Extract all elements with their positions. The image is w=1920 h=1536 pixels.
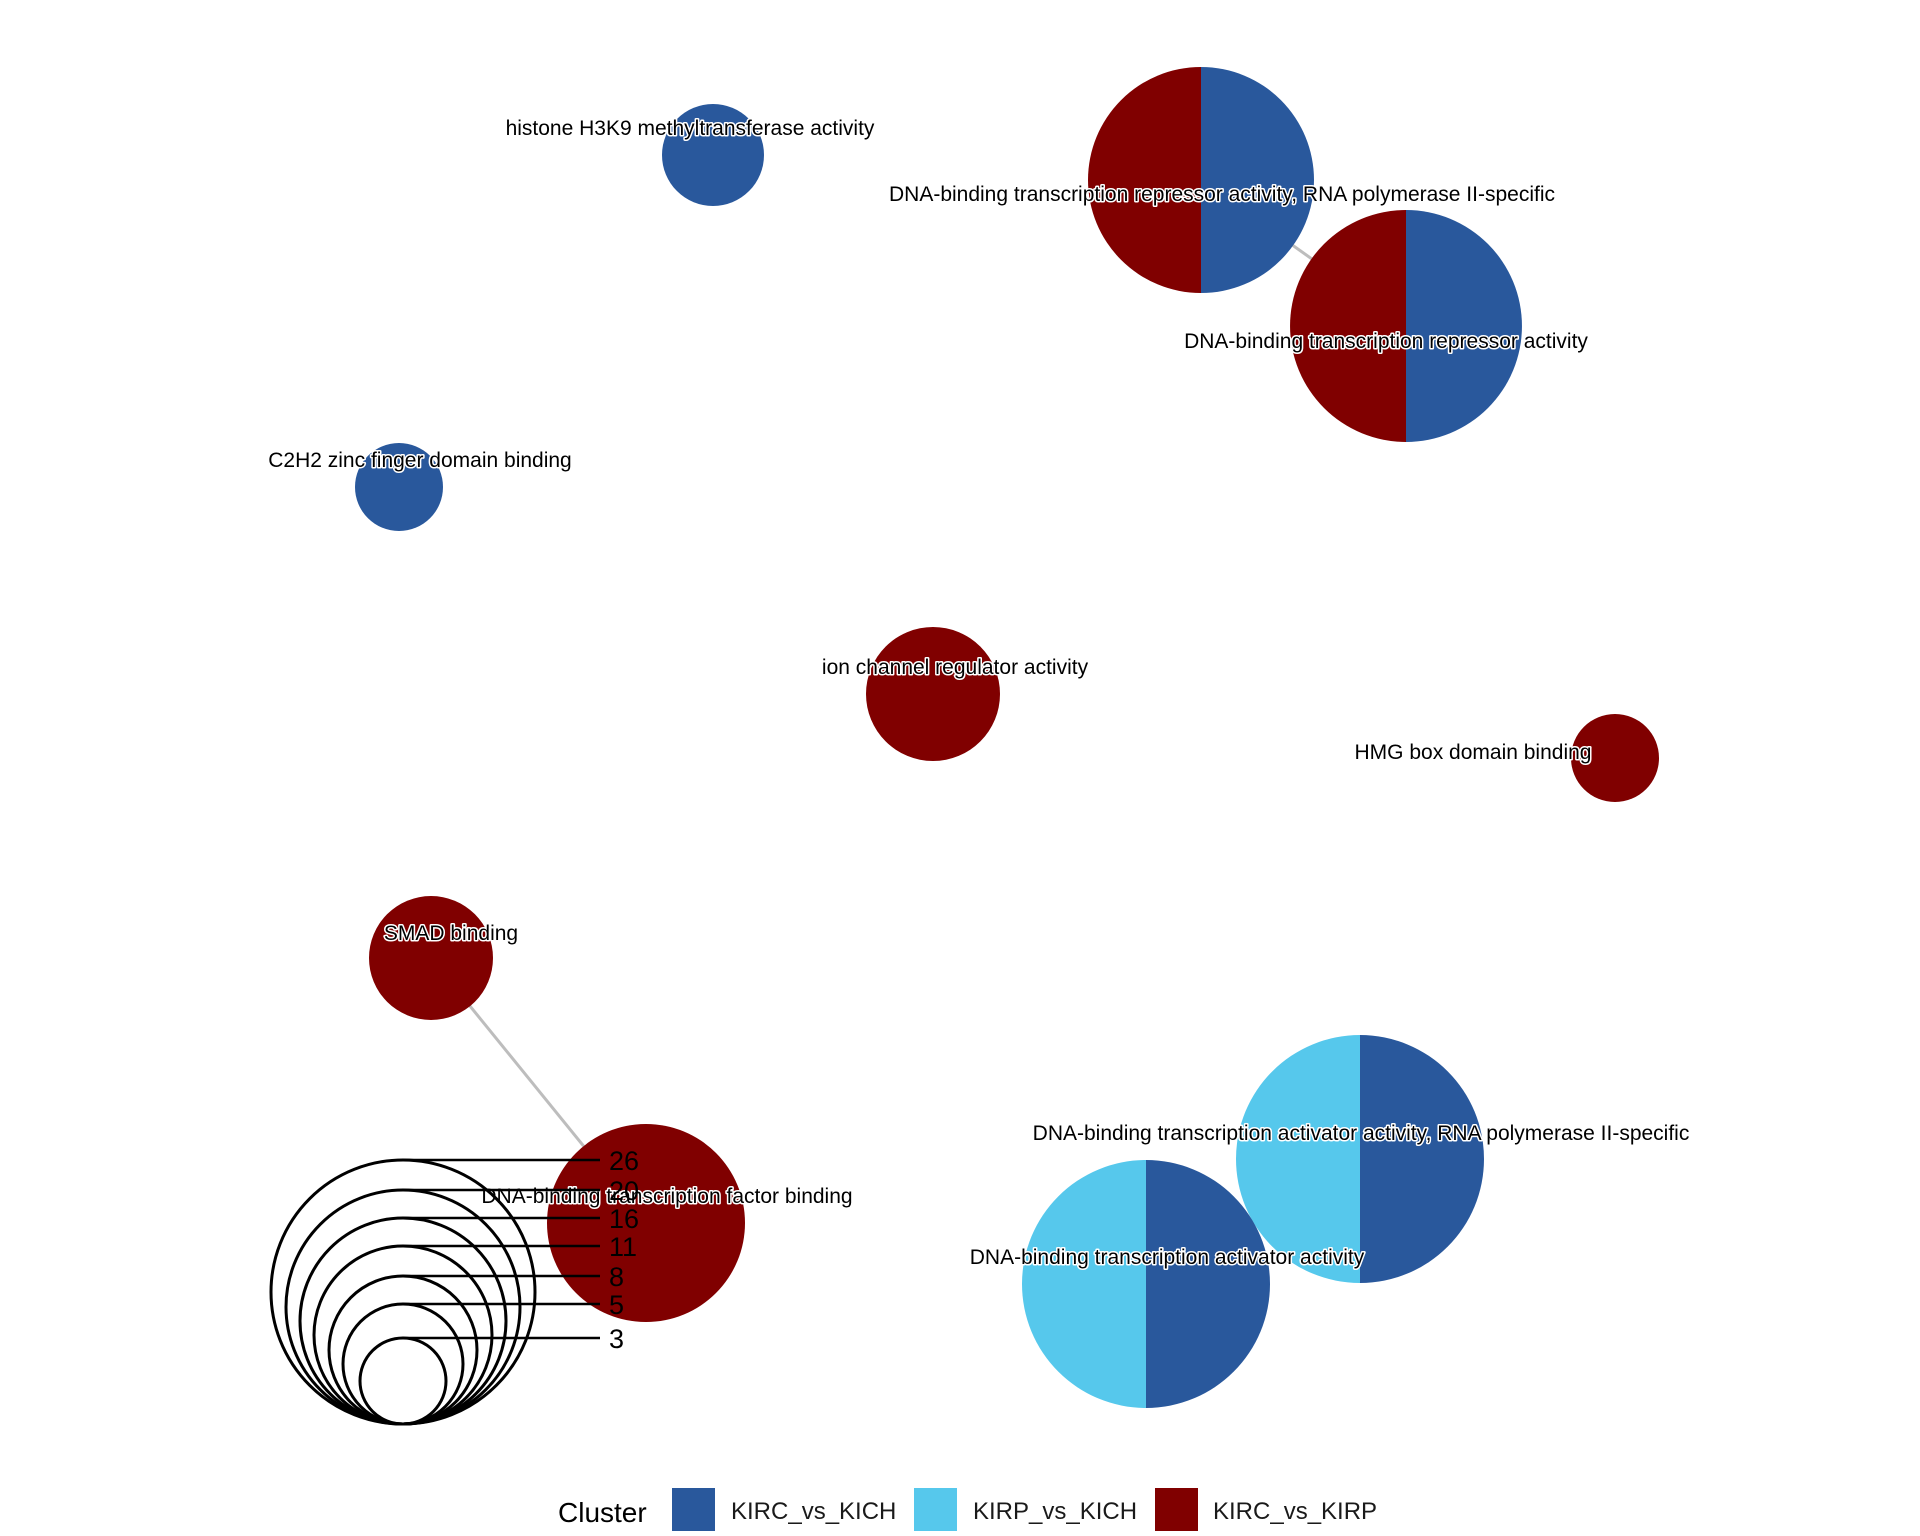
node-label-h3k9: histone H3K9 methyltransferase activity: [506, 117, 875, 140]
size-legend-value: 5: [609, 1290, 624, 1320]
node-slice: [369, 896, 493, 1020]
node-slice: [1022, 1160, 1146, 1408]
node-c2h2: [355, 443, 443, 531]
node-label-ion: ion channel regulator activity: [822, 656, 1089, 679]
size-legend-value: 3: [609, 1324, 624, 1354]
legend-label: KIRC_vs_KIRP: [1213, 1498, 1377, 1525]
legend-key: [914, 1488, 957, 1531]
node-label-act: DNA-binding transcription activator acti…: [970, 1246, 1365, 1269]
node-slice: [355, 443, 443, 531]
color-legend: Cluster KIRC_vs_KICH KIRP_vs_KICH KIRC_vs_…: [558, 1488, 1377, 1531]
node-act: [1022, 1160, 1270, 1408]
node-label-hmg: HMG box domain binding: [1355, 741, 1592, 764]
node-slice: [1236, 1035, 1360, 1283]
node-tfb: [547, 1124, 745, 1322]
node-slice: [1088, 67, 1201, 293]
legend-title: Cluster: [558, 1497, 647, 1528]
nodes-layer: [355, 67, 1659, 1408]
node-label-tfb: DNA-binding transcription factor binding: [481, 1185, 852, 1208]
node-rep2: [1088, 67, 1314, 293]
size-legend-value: 20: [609, 1176, 639, 1206]
size-legend-value: 11: [609, 1232, 637, 1262]
size-legend-value: 8: [609, 1262, 624, 1292]
size-legend-circle: [341, 1302, 465, 1426]
node-smad: [369, 896, 493, 1020]
legend-label: KIRC_vs_KICH: [731, 1498, 896, 1525]
node-rep: [1290, 210, 1522, 442]
node-label-act2: DNA-binding transcription activator acti…: [1033, 1122, 1690, 1145]
node-hmg: [1571, 714, 1659, 802]
size-legend-value: 16: [609, 1204, 639, 1234]
size-legend-circle: [358, 1336, 448, 1426]
size-legend-circle: [298, 1216, 508, 1426]
node-slice: [1571, 714, 1659, 802]
node-label-rep: DNA-binding transcription repressor acti…: [1184, 330, 1588, 353]
legend-key: [1155, 1488, 1198, 1531]
node-slice: [866, 627, 1000, 761]
node-label-c2h2: C2H2 zinc finger domain binding: [268, 449, 572, 472]
node-slice: [547, 1124, 745, 1322]
node-slice: [1406, 210, 1522, 442]
node-ion: [866, 627, 1000, 761]
size-legend-circle: [284, 1188, 522, 1426]
node-h3k9: [662, 104, 764, 206]
node-slice: [1360, 1035, 1484, 1283]
node-slice: [1201, 67, 1314, 293]
node-slice: [662, 104, 764, 206]
legend-key: [672, 1488, 715, 1531]
node-label-rep2: DNA-binding transcription repressor acti…: [889, 183, 1555, 206]
node-act2: [1236, 1035, 1484, 1283]
node-slice: [1290, 210, 1406, 442]
size-legend-circle: [269, 1158, 537, 1426]
size-legend-value: 26: [609, 1146, 639, 1176]
node-label-smad: SMAD binding: [384, 922, 518, 945]
legend-label: KIRP_vs_KICH: [973, 1498, 1137, 1525]
labels-layer: histone H3K9 methyltransferase activity D…: [267, 116, 1691, 1271]
size-legend-circle: [327, 1274, 479, 1426]
size-legend-circle: [312, 1244, 494, 1426]
node-slice: [1146, 1160, 1270, 1408]
